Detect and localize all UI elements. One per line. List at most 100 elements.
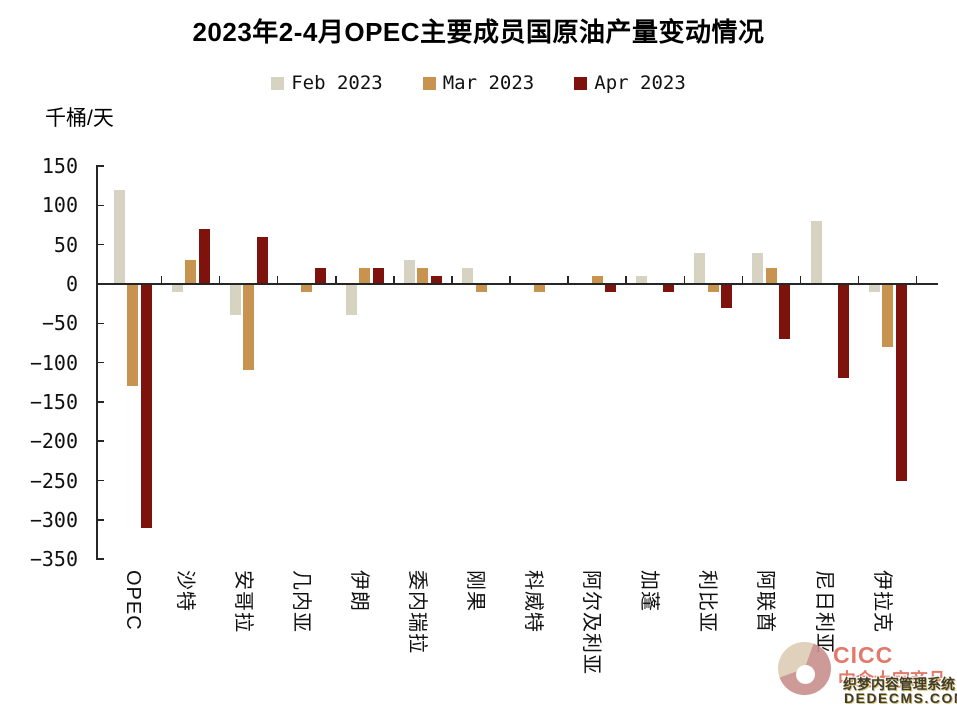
x-axis-tick [915, 276, 918, 284]
y-axis-tick [96, 361, 104, 364]
y-axis-unit-label: 千桶/天 [45, 107, 114, 130]
cicc-logo-icon [778, 642, 831, 695]
y-tick-label: −350 [29, 547, 78, 572]
y-axis-tick [96, 558, 104, 560]
bar-feb-2023-6 [462, 268, 474, 284]
y-tick-label: −150 [29, 389, 78, 414]
bar-feb-2023-4 [345, 284, 357, 316]
cicc-logo-hole [796, 665, 815, 684]
x-axis-tick [451, 276, 453, 284]
y-tick-label: −250 [29, 468, 78, 493]
legend-label: Mar 2023 [442, 72, 535, 94]
watermark-brand-subtitle: 中金大宗商品 [838, 670, 946, 690]
x-cat-label-5: 委内瑞拉 [405, 570, 428, 654]
y-axis-tick [96, 204, 104, 207]
bar-feb-2023-0 [113, 189, 125, 284]
bar-apr-2023-13 [895, 284, 907, 481]
bar-apr-2023-12 [837, 284, 849, 379]
bar-feb-2023-11 [752, 252, 764, 284]
bar-mar-2023-4 [359, 268, 371, 284]
bar-apr-2023-0 [140, 284, 152, 528]
bar-feb-2023-2 [229, 284, 241, 316]
legend-swatch-icon [574, 76, 588, 90]
bar-apr-2023-5 [430, 276, 442, 284]
x-cat-label-9: 加蓬 [638, 570, 661, 612]
x-cat-label-8: 阿尔及利亚 [580, 570, 603, 675]
legend-label: Feb 2023 [291, 72, 383, 94]
x-axis-tick [393, 276, 395, 284]
bar-feb-2023-9 [636, 276, 648, 284]
y-tick-label: 150 [41, 154, 78, 179]
watermark-cms-name: 织梦内容管理系统 [843, 676, 955, 692]
y-axis-tick [96, 401, 104, 403]
x-cat-label-11: 阿联酋 [754, 570, 777, 633]
x-axis-tick [160, 276, 163, 284]
watermark: CICC 中金大宗商品 织梦内容管理系统 DEDECMS.COM [770, 633, 957, 710]
y-axis-tick [96, 519, 104, 521]
watermark-cms-domain: DEDECMS.COM [844, 690, 957, 706]
x-axis-tick [218, 276, 221, 284]
legend-swatch-icon [422, 76, 436, 90]
y-tick-label: −300 [29, 507, 78, 532]
legend: Feb 2023 Mar 2023 Apr 2023 [0, 72, 957, 94]
legend-label: Apr 2023 [594, 72, 686, 94]
bar-apr-2023-2 [256, 236, 268, 284]
x-cat-label-1: 沙特 [173, 570, 196, 612]
x-axis-line [96, 283, 938, 285]
x-cat-label-0: OPEC [121, 570, 144, 631]
y-tick-label: 100 [41, 193, 78, 218]
bar-mar-2023-8 [591, 276, 603, 284]
bar-mar-2023-0 [127, 284, 139, 387]
bar-apr-2023-11 [779, 284, 791, 340]
x-cat-label-13: 伊拉克 [870, 570, 893, 633]
bar-apr-2023-10 [721, 284, 733, 308]
y-axis-tick [96, 440, 104, 442]
bar-apr-2023-8 [605, 284, 617, 292]
bar-mar-2023-11 [765, 268, 777, 284]
x-axis-tick [741, 276, 744, 284]
x-cat-label-3: 几内亚 [289, 570, 312, 633]
legend-item-feb-2023: Feb 2023 [271, 72, 383, 94]
bar-mar-2023-5 [417, 268, 429, 284]
x-axis-tick [857, 276, 860, 284]
x-axis-tick [625, 276, 627, 284]
watermark-brand-text: CICC [833, 642, 894, 668]
x-axis-tick [567, 276, 569, 284]
x-axis-tick [509, 276, 511, 284]
bar-mar-2023-3 [301, 284, 313, 292]
x-axis-tick [799, 276, 802, 284]
bar-mar-2023-10 [707, 284, 719, 292]
y-axis-tick [96, 322, 104, 325]
y-axis-tick [96, 479, 104, 482]
x-cat-label-4: 伊朗 [347, 570, 370, 612]
y-tick-label: −200 [29, 429, 78, 454]
bar-mar-2023-2 [243, 284, 255, 371]
x-axis-tick [335, 276, 337, 284]
bar-apr-2023-9 [663, 284, 675, 292]
legend-swatch-icon [271, 76, 285, 90]
bar-apr-2023-1 [198, 228, 210, 284]
x-cat-label-2: 安哥拉 [231, 570, 254, 633]
y-tick-label: 0 [65, 272, 78, 296]
bar-mar-2023-7 [533, 284, 545, 292]
x-cat-label-10: 利比亚 [696, 570, 719, 633]
bar-mar-2023-6 [475, 284, 487, 292]
bar-feb-2023-5 [403, 260, 415, 284]
legend-item-apr-2023: Apr 2023 [574, 72, 686, 94]
x-cat-label-6: 刚果 [464, 570, 487, 612]
bar-feb-2023-12 [810, 221, 822, 284]
bar-mar-2023-13 [882, 284, 894, 347]
bar-mar-2023-1 [185, 260, 197, 284]
bar-apr-2023-3 [314, 268, 326, 284]
legend-item-mar-2023: Mar 2023 [422, 72, 535, 94]
x-cat-label-7: 科威特 [522, 570, 545, 633]
y-tick-label: −100 [29, 350, 78, 375]
bar-feb-2023-13 [868, 284, 880, 292]
x-axis-tick [276, 276, 279, 284]
y-tick-label: 50 [53, 232, 78, 257]
chart-title: 2023年2-4月OPEC主要成员国原油产量变动情况 [192, 17, 765, 47]
y-axis-tick [96, 165, 104, 167]
y-axis-tick [96, 243, 104, 246]
